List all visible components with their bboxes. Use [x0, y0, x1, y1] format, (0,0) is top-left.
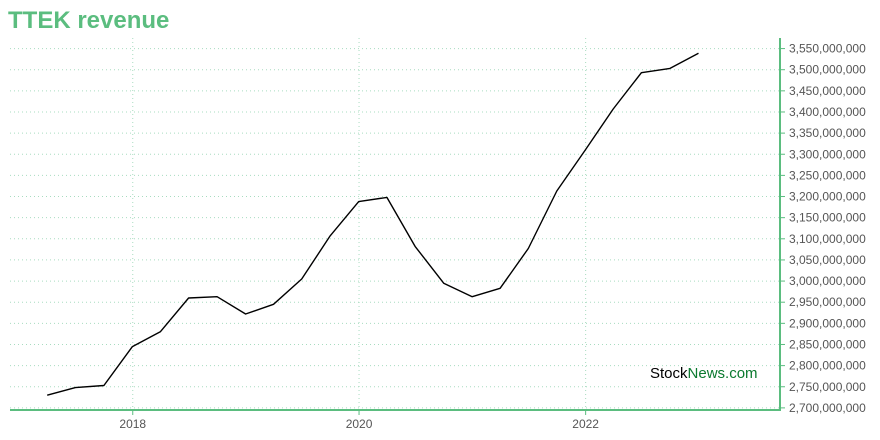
- grid-lines: [10, 38, 780, 410]
- y-tick-label: 2,800,000,000: [789, 359, 866, 373]
- y-tick-label: 3,300,000,000: [789, 147, 866, 161]
- stocknews-watermark: StockNews.com: [650, 365, 758, 382]
- axes: [10, 38, 781, 411]
- y-tick-label: 2,750,000,000: [789, 380, 866, 394]
- chart-title: TTEK revenue: [8, 7, 170, 34]
- x-axis-ticks: 2018 2020 2022: [119, 410, 599, 431]
- y-tick-label: 3,450,000,000: [789, 84, 866, 98]
- x-tick-label: 2018: [119, 417, 146, 431]
- y-tick-label: 3,200,000,000: [789, 190, 866, 204]
- y-tick-label: 3,350,000,000: [789, 126, 866, 140]
- y-tick-label: 3,400,000,000: [789, 105, 866, 119]
- y-tick-label: 3,050,000,000: [789, 253, 866, 267]
- y-tick-label: 3,000,000,000: [789, 274, 866, 288]
- watermark-stock: Stock: [650, 365, 688, 382]
- revenue-series-line: [47, 52, 699, 396]
- y-tick-label: 2,900,000,000: [789, 316, 866, 330]
- y-tick-label: 3,500,000,000: [789, 63, 866, 77]
- y-tick-label: 2,700,000,000: [789, 401, 866, 415]
- watermark-com: .com: [725, 365, 758, 382]
- watermark-news: News: [687, 365, 726, 382]
- y-tick-label: 2,850,000,000: [789, 337, 866, 351]
- y-tick-label: 2,950,000,000: [789, 295, 866, 309]
- y-axis-ticks: 2,700,000,000 2,750,000,000 2,800,000,000 2…: [780, 42, 866, 415]
- series-layer: [47, 52, 699, 396]
- x-tick-label: 2020: [346, 417, 373, 431]
- y-tick-label: 3,550,000,000: [789, 42, 866, 56]
- y-tick-label: 3,150,000,000: [789, 211, 866, 225]
- y-tick-label: 3,100,000,000: [789, 232, 866, 246]
- y-tick-label: 3,250,000,000: [789, 168, 866, 182]
- x-tick-label: 2022: [572, 417, 599, 431]
